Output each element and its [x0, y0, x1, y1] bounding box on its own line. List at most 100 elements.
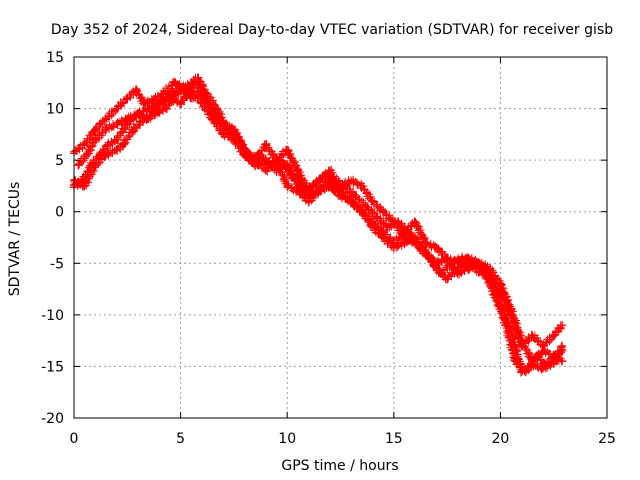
data-point: [112, 135, 121, 144]
data-point: [112, 119, 121, 129]
data-point: [144, 104, 153, 113]
data-point: [379, 233, 388, 242]
data-point: [118, 140, 128, 149]
data-point: [112, 104, 121, 113]
data-point: [283, 145, 292, 154]
data-point: [432, 243, 441, 252]
y-tick-label: 10: [46, 102, 64, 118]
data-point: [240, 150, 249, 160]
data-point: [112, 145, 121, 154]
data-point: [496, 279, 505, 289]
data-point: [400, 238, 409, 247]
data-point: [131, 85, 140, 95]
data-point: [202, 94, 211, 103]
y-tick-label: -5: [50, 256, 64, 272]
series-marker-trace: [70, 83, 566, 377]
data-point: [421, 248, 430, 258]
data-point: [80, 181, 89, 191]
data-point: [528, 360, 537, 369]
data-point: [549, 331, 558, 340]
data-point: [549, 352, 558, 361]
data-point: [170, 78, 179, 87]
grid-lines: [74, 57, 607, 418]
data-point: [393, 217, 403, 227]
data-point: [325, 171, 334, 180]
data-point: [361, 202, 371, 211]
data-point: [506, 326, 516, 335]
data-point: [517, 336, 526, 345]
data-point: [101, 114, 111, 123]
data-point: [443, 274, 452, 283]
data-point: [372, 212, 381, 221]
data-point: [538, 346, 548, 356]
data-point: [155, 99, 164, 108]
x-tick-label: 15: [385, 431, 403, 447]
data-point: [304, 197, 313, 206]
data-point: [208, 114, 217, 123]
data-point: [383, 223, 392, 232]
data-point: [443, 254, 452, 263]
data-point: [474, 267, 484, 276]
data-point: [80, 140, 89, 149]
y-tick-label: 5: [55, 153, 64, 169]
data-point: [104, 140, 113, 149]
x-tick-label: 0: [70, 431, 79, 447]
data-point: [496, 300, 505, 309]
data-point: [272, 156, 281, 165]
data-point: [197, 99, 207, 108]
data-point: [357, 207, 366, 216]
data-point: [283, 181, 292, 191]
data-point: [389, 243, 398, 252]
data-point: [287, 171, 296, 180]
x-tick-label: 25: [598, 431, 616, 447]
series-marker-trace: [70, 77, 566, 377]
data-point: [86, 161, 96, 170]
data-point: [266, 161, 275, 170]
data-point: [150, 109, 160, 118]
data-point: [464, 259, 473, 268]
chart-title: Day 352 of 2024, Sidereal Day-to-day VTE…: [51, 22, 613, 38]
data-point: [453, 264, 462, 273]
data-point: [74, 161, 83, 170]
data-point: [176, 99, 185, 108]
data-point: [261, 140, 270, 149]
data-point: [528, 331, 537, 340]
data-point: [558, 341, 567, 350]
data-point: [140, 99, 149, 108]
data-point: [82, 150, 91, 160]
data-point: [479, 264, 488, 273]
data-point: [140, 114, 149, 123]
data-point: [447, 259, 456, 268]
data-point: [219, 130, 228, 139]
data-point: [347, 197, 356, 206]
data-point: [379, 207, 388, 216]
data-point: [558, 357, 567, 366]
x-tick-label: 10: [278, 431, 296, 447]
data-point: [368, 197, 377, 206]
data-point: [368, 223, 377, 232]
data-point: [251, 156, 260, 165]
data-point: [506, 305, 516, 314]
x-tick-label: 20: [491, 431, 509, 447]
data-point: [165, 94, 175, 103]
data-point: [161, 104, 170, 113]
y-tick-label: 15: [46, 50, 64, 66]
data-point: [432, 264, 441, 273]
data-point: [229, 135, 238, 144]
y-tick-label: 0: [55, 205, 64, 221]
y-tick-label: -10: [41, 308, 64, 324]
data-point: [347, 176, 356, 185]
series-track-3: [69, 77, 567, 377]
data-point: [172, 89, 181, 98]
data-point: [558, 321, 567, 330]
data-point: [336, 186, 345, 196]
data-point: [357, 181, 366, 191]
plot-frame: [73, 56, 608, 419]
data-point: [78, 176, 87, 185]
series-track-4: [69, 83, 567, 377]
data-point: [133, 109, 143, 118]
data-point: [95, 150, 104, 160]
data-point: [123, 94, 132, 103]
data-point: [261, 166, 270, 175]
